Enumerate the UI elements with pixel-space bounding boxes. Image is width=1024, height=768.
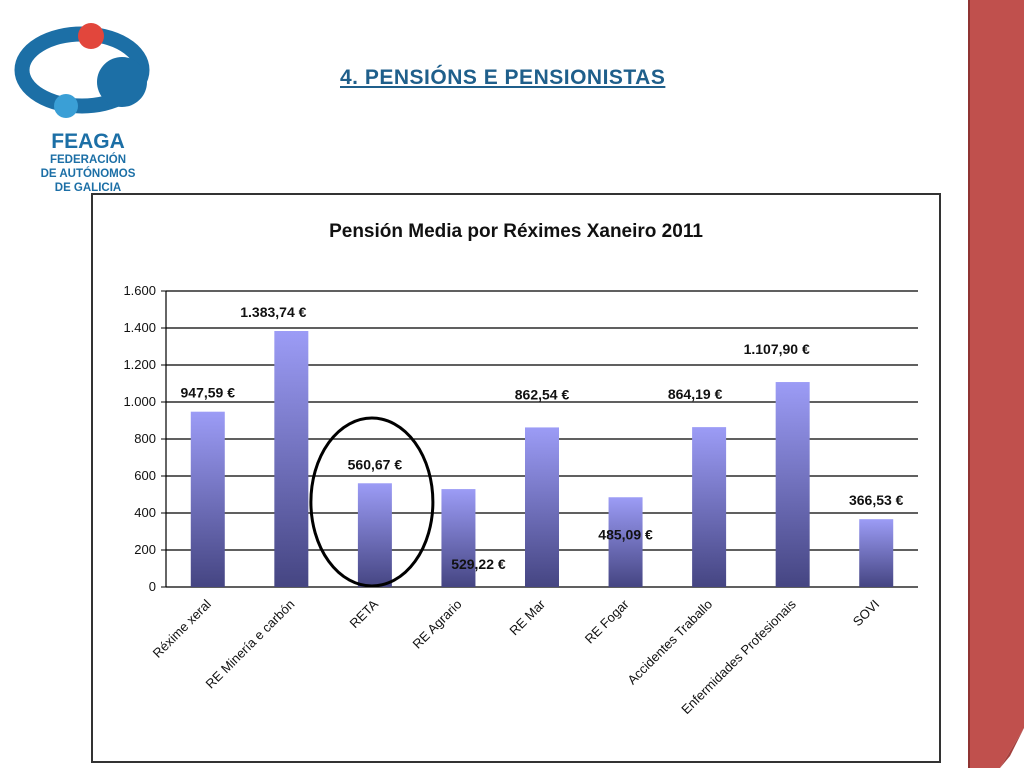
bar: [357, 483, 392, 587]
y-tick-label: 0: [149, 579, 156, 594]
chart-title: Pensión Media por Réximes Xaneiro 2011: [329, 221, 703, 242]
x-tick-label: RE Mar: [506, 596, 548, 638]
data-label: 1.383,74 €: [240, 304, 306, 320]
x-tick-label: SOVI: [850, 597, 883, 630]
data-label: 1.107,90 €: [744, 341, 810, 357]
data-label: 862,54 €: [515, 386, 570, 402]
bar: [608, 497, 643, 587]
data-label: 485,09 €: [598, 526, 653, 542]
bar-chart: 0 200 400 600 800 1.000 1.200 1.400 1.600 947,59…: [123, 283, 918, 717]
x-tick-label: RE Agrario: [409, 597, 464, 652]
data-label: 366,53 €: [849, 492, 904, 508]
chart-frame: Pensión Media por Réximes Xaneiro 2011 0…: [91, 193, 941, 763]
bars: [190, 331, 894, 587]
y-tick-label: 600: [134, 468, 156, 483]
y-tick-label: 400: [134, 505, 156, 520]
bar: [441, 489, 476, 587]
x-tick-label: Accidentes Traballo: [624, 597, 715, 688]
bar: [525, 427, 559, 587]
highlight-ellipse: [309, 416, 435, 588]
feaga-logo: FEAGA FEDERACIÓN DE AUTÓNOMOS DE GALICIA: [14, 18, 154, 198]
y-tick-label: 1.600: [123, 283, 156, 298]
x-tick-label: RETA: [347, 596, 382, 631]
right-accent-bar: [968, 0, 1024, 768]
y-tick-label: 1.200: [123, 357, 156, 372]
highlight-ellipse-reta: [309, 416, 435, 588]
data-label: 947,59 €: [181, 385, 236, 401]
logo-name: FEAGA: [51, 130, 125, 153]
slide-title: 4. PENSIÓNS E PENSIONISTAS: [340, 66, 666, 89]
y-axis-ticks: 0 200 400 600 800 1.000 1.200 1.400 1.600: [123, 283, 156, 594]
feaga-logo-emblem: [14, 23, 150, 118]
x-tick-label: Réxime xeral: [150, 596, 214, 660]
data-label: 864,19 €: [668, 386, 723, 402]
page-curl-icon: [1000, 728, 1024, 768]
x-tick-label: RE Minería e carbón: [203, 597, 298, 692]
bar: [775, 382, 810, 587]
y-tick-label: 1.400: [123, 320, 156, 335]
bar: [859, 519, 894, 587]
logo-subtitle-line-1: FEDERACIÓN: [49, 154, 127, 166]
x-tick-label: RE Fogar: [582, 596, 632, 646]
bar: [692, 427, 727, 587]
y-tick-label: 200: [134, 542, 156, 557]
data-label: 560,67 €: [348, 456, 403, 472]
bar: [274, 331, 309, 587]
data-label: 529,22 €: [451, 556, 506, 572]
logo-subtitle-line-2: DE AUTÓNOMOS: [40, 168, 136, 180]
y-tick-label: 1.000: [123, 394, 156, 409]
data-labels: 947,59 € 1.383,74 € 560,67 € 529,22 € 862,54…: [181, 304, 904, 572]
logo-subtitle-line-3: DE GALICIA: [54, 182, 122, 194]
y-tick-label: 800: [134, 431, 156, 446]
bar: [190, 411, 225, 587]
